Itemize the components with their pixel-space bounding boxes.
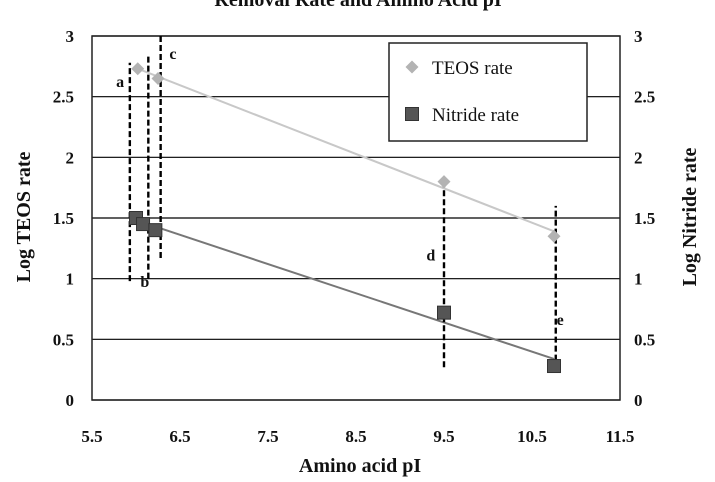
x-axis-title: Amino acid pI (299, 455, 421, 477)
x-axis-tick-labels: 5.5 6.5 7.5 8.5 9.5 10.5 11.5 (81, 427, 634, 446)
nitride-point (148, 223, 163, 238)
left-y-tick-label: 1 (66, 270, 75, 289)
teos-point (131, 62, 145, 76)
x-tick-label: 11.5 (606, 427, 635, 446)
left-y-tick-label: 0 (66, 391, 75, 410)
teos-point (547, 229, 561, 243)
right-y-tick-label: 2 (634, 148, 643, 167)
right-y-tick-label: 2.5 (634, 88, 655, 107)
data-markers (129, 62, 561, 374)
right-y-tick-label: 1 (634, 270, 643, 289)
nitride-point (437, 305, 451, 320)
right-y-axis-tick-labels: 0 0.5 1 1.5 2 2.5 3 (634, 27, 655, 410)
annotation-label: e (557, 312, 564, 329)
trendline (135, 219, 555, 360)
left-y-axis-tick-labels: 0 0.5 1 1.5 2 2.5 3 (53, 27, 74, 410)
right-y-axis-title: Log Nitride rate (679, 147, 701, 286)
x-tick-label: 7.5 (257, 427, 278, 446)
nitride-point (547, 359, 561, 374)
left-y-tick-label: 1.5 (53, 209, 74, 228)
left-y-tick-label: 2 (66, 148, 75, 167)
x-tick-label: 8.5 (345, 427, 366, 446)
left-y-tick-label: 2.5 (53, 88, 74, 107)
x-tick-label: 9.5 (433, 427, 454, 446)
teos-point (151, 71, 165, 85)
right-y-tick-label: 1.5 (634, 209, 655, 228)
annotation-labels: a b c d e (116, 46, 564, 329)
legend-marker (405, 107, 419, 121)
legend-box (388, 42, 588, 142)
annotation-label: a (116, 74, 124, 91)
plot-area-frame (91, 35, 621, 401)
x-tick-label: 10.5 (517, 427, 547, 446)
nitride-point (136, 217, 151, 232)
chart-title: Removal Rate and Amino Acid pI (214, 0, 501, 11)
left-y-tick-label: 3 (66, 27, 75, 46)
right-y-tick-label: 0 (634, 391, 643, 410)
x-tick-label: 5.5 (81, 427, 102, 446)
trendlines (135, 67, 555, 360)
trendline (137, 67, 555, 233)
legend: TEOS rate Nitride rate (388, 42, 588, 142)
right-y-tick-label: 0.5 (634, 330, 655, 349)
left-y-tick-label: 0.5 (53, 330, 74, 349)
annotation-label: d (426, 247, 435, 264)
legend-label: Nitride rate (432, 105, 519, 126)
x-tick-label: 6.5 (169, 427, 190, 446)
legend-label: TEOS rate (432, 58, 513, 79)
teos-point (437, 175, 451, 189)
legend-marker (405, 60, 419, 74)
annotation-label: c (169, 46, 176, 63)
left-y-axis-title: Log TEOS rate (13, 152, 35, 283)
annotation-label: b (140, 274, 149, 291)
right-y-tick-label: 3 (634, 27, 643, 46)
